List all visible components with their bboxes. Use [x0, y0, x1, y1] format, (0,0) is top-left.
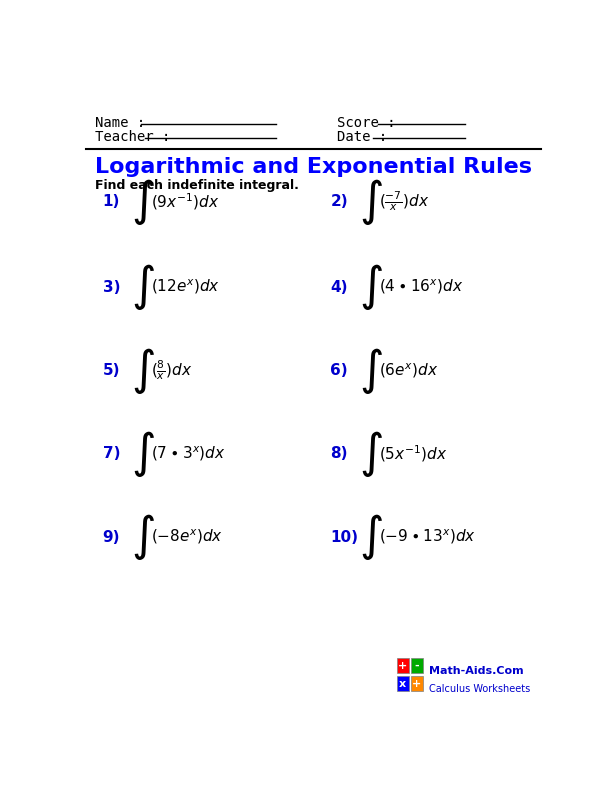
- Text: $(-8e^{x})dx$: $(-8e^{x})dx$: [151, 528, 223, 546]
- Text: +: +: [412, 679, 422, 689]
- Text: Name :: Name :: [95, 116, 146, 131]
- Text: -: -: [414, 661, 419, 671]
- Text: 4): 4): [330, 280, 348, 295]
- Text: $(4 \bullet 16^{x})dx$: $(4 \bullet 16^{x})dx$: [379, 278, 463, 296]
- FancyBboxPatch shape: [397, 658, 409, 673]
- Text: $\int$: $\int$: [131, 262, 155, 312]
- Text: $(9x^{-1})dx$: $(9x^{-1})dx$: [151, 192, 220, 212]
- Text: Date :: Date :: [337, 131, 387, 144]
- Text: 2): 2): [330, 194, 348, 209]
- Text: 5): 5): [103, 364, 120, 379]
- Text: Find each indefinite integral.: Find each indefinite integral.: [95, 179, 299, 192]
- Text: $(-9 \bullet 13^{x})dx$: $(-9 \bullet 13^{x})dx$: [379, 528, 476, 546]
- Text: 1): 1): [103, 194, 120, 209]
- Text: Math-Aids.Com: Math-Aids.Com: [429, 666, 523, 676]
- Text: $(12e^{x})dx$: $(12e^{x})dx$: [151, 278, 220, 296]
- Text: $(\frac{8}{x})dx$: $(\frac{8}{x})dx$: [151, 359, 193, 383]
- Text: Score :: Score :: [337, 116, 396, 131]
- Text: Teacher :: Teacher :: [95, 131, 171, 144]
- Text: $\int$: $\int$: [359, 177, 382, 227]
- Text: 8): 8): [330, 446, 348, 461]
- Text: $\int$: $\int$: [359, 262, 382, 312]
- Text: $\int$: $\int$: [131, 345, 155, 396]
- Text: $\int$: $\int$: [131, 512, 155, 562]
- Text: $\int$: $\int$: [359, 345, 382, 396]
- Text: $(7 \bullet 3^{x})dx$: $(7 \bullet 3^{x})dx$: [151, 444, 226, 463]
- Text: 10): 10): [330, 530, 358, 545]
- Text: 3): 3): [103, 280, 120, 295]
- Text: +: +: [398, 661, 407, 671]
- FancyBboxPatch shape: [397, 676, 409, 691]
- Text: $\int$: $\int$: [359, 512, 382, 562]
- Text: $(6e^{x})dx$: $(6e^{x})dx$: [379, 361, 438, 380]
- Text: $\int$: $\int$: [131, 428, 155, 478]
- Text: 7): 7): [103, 446, 120, 461]
- Text: $(5x^{-1})dx$: $(5x^{-1})dx$: [379, 444, 447, 464]
- Text: $\int$: $\int$: [359, 428, 382, 478]
- Text: x: x: [399, 679, 406, 689]
- Text: $\int$: $\int$: [131, 177, 155, 227]
- FancyBboxPatch shape: [411, 676, 423, 691]
- Text: 6): 6): [330, 364, 348, 379]
- Text: 9): 9): [103, 530, 120, 545]
- Text: Logarithmic and Exponential Rules: Logarithmic and Exponential Rules: [95, 158, 532, 177]
- Text: Calculus Worksheets: Calculus Worksheets: [429, 684, 530, 694]
- Text: $(\frac{-7}{x})dx$: $(\frac{-7}{x})dx$: [379, 190, 430, 214]
- FancyBboxPatch shape: [411, 658, 423, 673]
